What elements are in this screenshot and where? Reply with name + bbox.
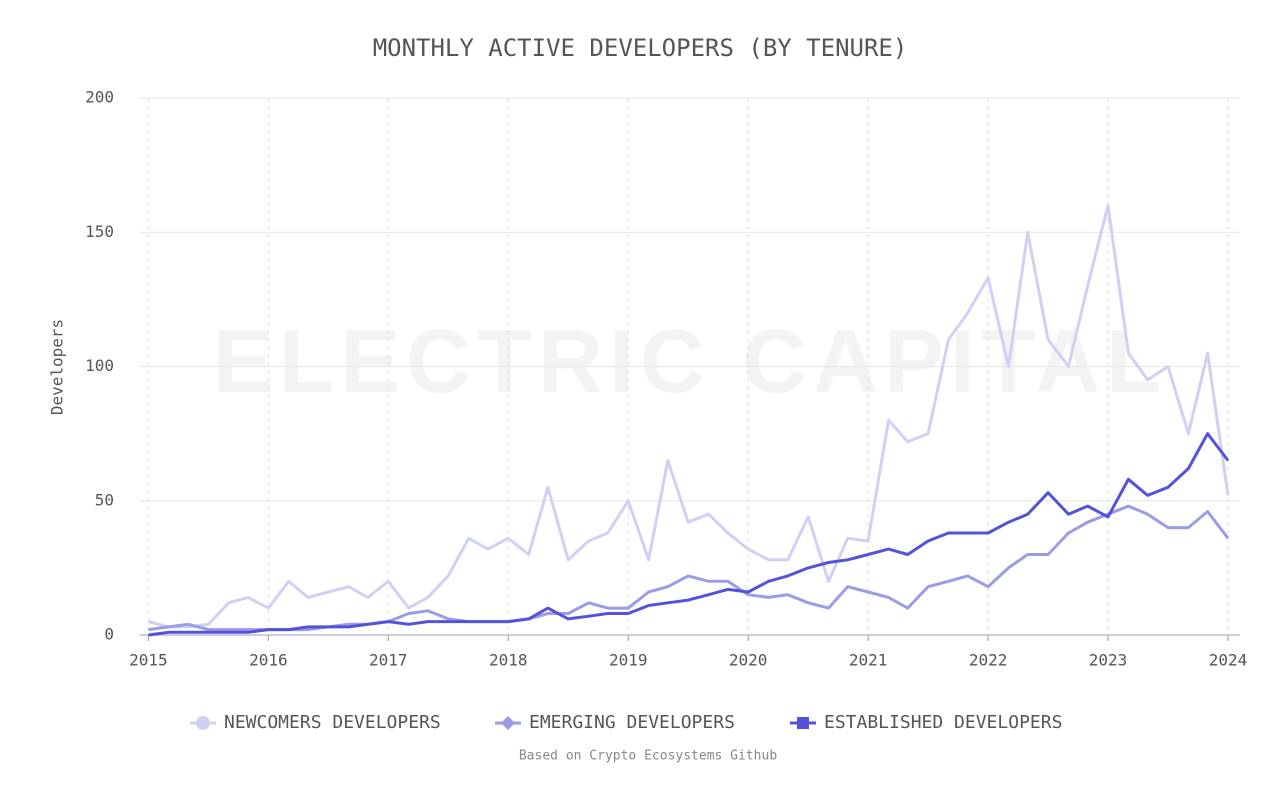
chart-title: MONTHLY ACTIVE DEVELOPERS (BY TENURE)	[373, 34, 908, 62]
y-axis-label: Developers	[48, 319, 67, 415]
x-tick-label: 2019	[609, 651, 648, 670]
y-tick-label: 100	[85, 356, 114, 375]
series-line	[148, 504, 1230, 632]
x-tick-label: 2023	[1089, 651, 1128, 670]
legend-marker	[501, 716, 515, 730]
series-line	[148, 203, 1230, 629]
y-tick-label: 50	[95, 490, 114, 509]
y-tick-label: 200	[85, 88, 114, 107]
legend-label: EMERGING DEVELOPERS	[529, 712, 735, 733]
x-tick-label: 2024	[1209, 651, 1248, 670]
y-tick-label: 0	[104, 625, 114, 644]
x-tick-label: 2015	[129, 651, 168, 670]
x-tick-label: 2017	[369, 651, 408, 670]
legend-marker	[196, 716, 210, 730]
x-tick-label: 2016	[249, 651, 288, 670]
y-tick-label: 150	[85, 222, 114, 241]
x-tick-label: 2020	[729, 651, 768, 670]
legend-marker	[797, 717, 809, 729]
x-tick-label: 2022	[969, 651, 1008, 670]
watermark: ELECTRIC CAPITAL	[213, 312, 1167, 412]
x-tick-label: 2021	[849, 651, 888, 670]
legend-label: NEWCOMERS DEVELOPERS	[224, 712, 441, 733]
x-tick-label: 2018	[489, 651, 528, 670]
series-line	[148, 432, 1230, 637]
legend-label: ESTABLISHED DEVELOPERS	[824, 712, 1062, 733]
note: Based on Crypto Ecosystems Github	[519, 749, 777, 764]
